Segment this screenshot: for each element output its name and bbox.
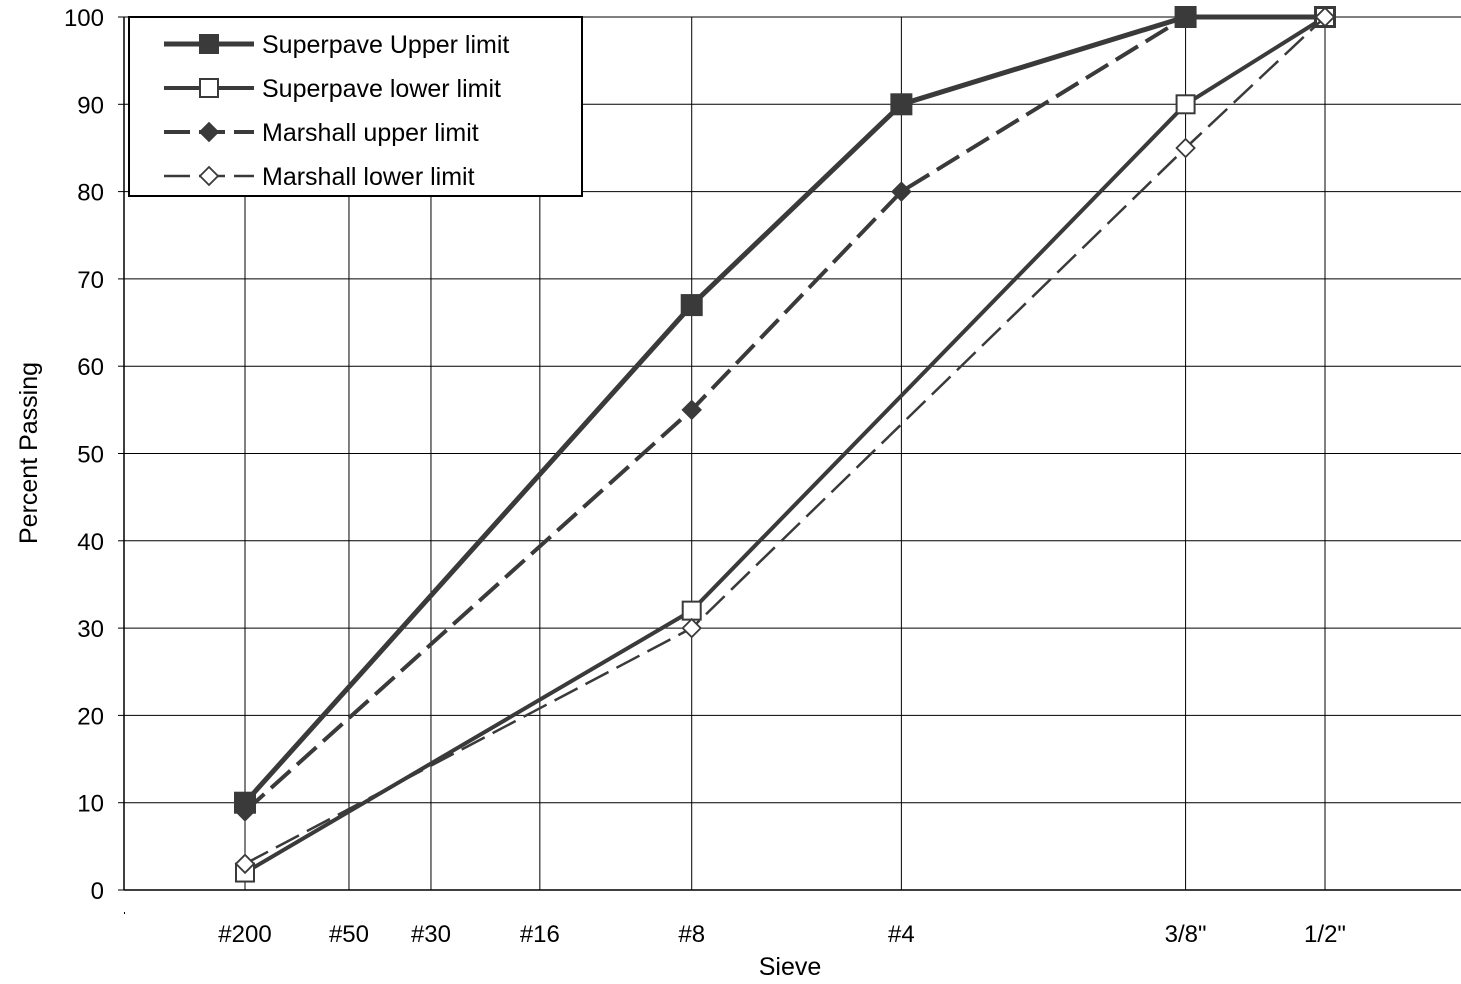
y-tick-labels: 0 10 20 30 40 50 60 70 80 90 100 bbox=[64, 5, 104, 905]
x-tick-label: #30 bbox=[411, 921, 451, 948]
axes bbox=[118, 16, 1461, 914]
x-tick-label: 1/2" bbox=[1304, 921, 1346, 948]
legend-entry: Marshall upper limit bbox=[164, 119, 479, 147]
square-marker bbox=[199, 78, 219, 98]
x-tick-label: #8 bbox=[678, 921, 705, 948]
y-tick-label: 0 bbox=[91, 878, 104, 905]
series-line bbox=[243, 15, 1327, 875]
y-tick-label: 30 bbox=[77, 616, 104, 643]
y-tick-label: 80 bbox=[77, 180, 104, 207]
square-marker bbox=[680, 294, 703, 317]
y-tick-label: 50 bbox=[77, 442, 104, 469]
diamond-marker bbox=[681, 399, 702, 421]
legend-entry: Marshall lower limit bbox=[164, 163, 475, 191]
diamond-marker bbox=[1175, 137, 1196, 159]
legend-entry: Superpave lower limit bbox=[164, 75, 501, 103]
diamond-marker bbox=[1314, 6, 1336, 28]
diamond-marker bbox=[891, 181, 912, 202]
legend-label: Marshall upper limit bbox=[262, 119, 479, 147]
legend: Superpave Upper limit Superpave lower lim… bbox=[128, 16, 583, 197]
square-marker bbox=[681, 600, 702, 621]
x-tick-label: #16 bbox=[520, 921, 560, 948]
series-marshall-lower-limit bbox=[234, 6, 1336, 875]
diamond-marker bbox=[234, 801, 256, 822]
y-tick-label: 70 bbox=[77, 267, 104, 294]
diamond-marker bbox=[198, 165, 220, 187]
legend-label: Superpave lower limit bbox=[262, 75, 501, 103]
legend-label: Superpave Upper limit bbox=[262, 31, 509, 59]
diamond-marker bbox=[1175, 6, 1196, 28]
x-axis-title: Sieve bbox=[759, 953, 822, 981]
diamond-marker bbox=[198, 121, 220, 143]
legend-label: Marshall lower limit bbox=[262, 163, 475, 191]
x-tick-label: #50 bbox=[329, 921, 369, 948]
series-line bbox=[243, 15, 1325, 813]
x-tick-label: #4 bbox=[888, 921, 915, 948]
y-tick-label: 90 bbox=[77, 92, 104, 119]
y-tick-label: 40 bbox=[77, 529, 104, 556]
y-tick-label: 100 bbox=[64, 5, 104, 32]
diamond-marker bbox=[234, 853, 256, 875]
x-tick-label: #200 bbox=[218, 921, 271, 948]
y-tick-label: 60 bbox=[77, 354, 104, 381]
series-line bbox=[244, 16, 1326, 865]
y-axis-title: Percent Passing bbox=[15, 362, 43, 544]
legend-entry: Superpave Upper limit bbox=[164, 31, 509, 59]
square-marker bbox=[890, 93, 913, 116]
square-marker bbox=[199, 34, 219, 54]
series-lines bbox=[234, 6, 1336, 883]
diamond-marker bbox=[681, 617, 702, 639]
x-tick-label: 3/8" bbox=[1165, 921, 1207, 948]
y-tick-label: 10 bbox=[77, 791, 104, 818]
square-marker bbox=[1175, 94, 1196, 115]
x-tick-labels: #200 #50 #30 #16 #8 #4 3/8" 1/2" bbox=[218, 921, 1346, 948]
y-tick-label: 20 bbox=[77, 703, 104, 730]
